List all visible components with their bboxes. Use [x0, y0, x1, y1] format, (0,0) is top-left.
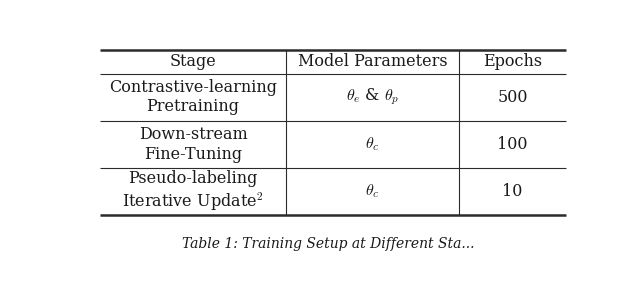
- Text: Stage: Stage: [170, 53, 216, 70]
- Text: 10: 10: [502, 183, 523, 200]
- Text: 500: 500: [497, 89, 528, 106]
- Text: Pseudo-labeling
Iterative Update$^2$: Pseudo-labeling Iterative Update$^2$: [122, 170, 264, 213]
- Text: 100: 100: [497, 136, 528, 153]
- Text: $\theta_c$: $\theta_c$: [365, 135, 380, 153]
- Text: Model Parameters: Model Parameters: [298, 53, 447, 70]
- Text: Down-stream
Fine-Tuning: Down-stream Fine-Tuning: [139, 126, 248, 163]
- Text: Table 1: Training Setup at Different Sta...: Table 1: Training Setup at Different Sta…: [182, 237, 474, 251]
- Text: Contrastive-learning
Pretraining: Contrastive-learning Pretraining: [109, 79, 277, 115]
- Text: $\theta_c$: $\theta_c$: [365, 182, 380, 200]
- Text: Epochs: Epochs: [483, 53, 542, 70]
- Text: $\theta_e$ & $\theta_p$: $\theta_e$ & $\theta_p$: [346, 87, 399, 107]
